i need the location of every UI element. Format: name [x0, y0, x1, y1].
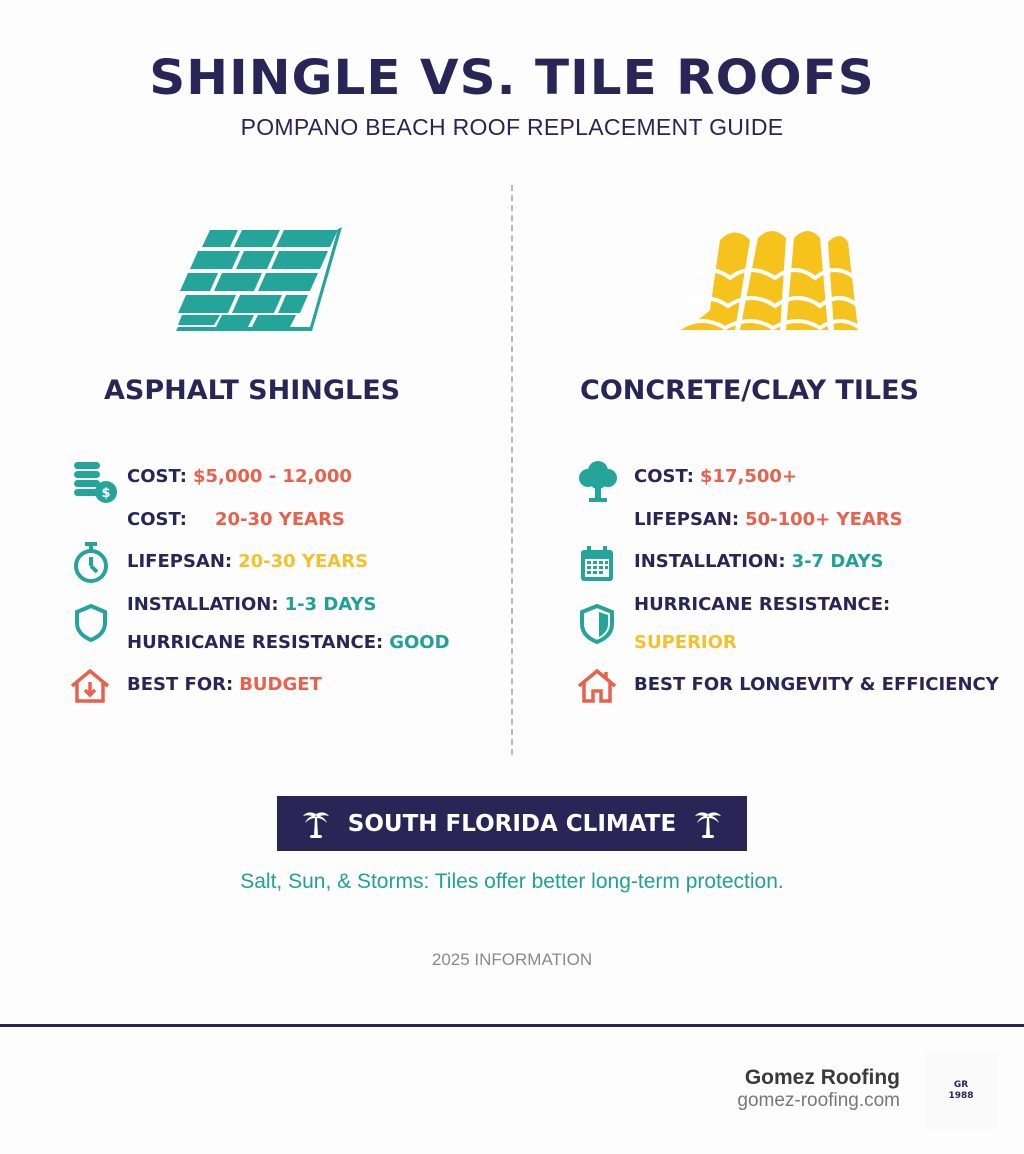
coins-dollar-icon: $ — [74, 462, 117, 503]
shield-half-icon — [580, 603, 614, 645]
row-label: INSTALLATION: — [634, 551, 786, 572]
svg-text:$: $ — [101, 486, 110, 501]
palm-tree-icon — [302, 811, 329, 838]
asphalt-shingles-heading: ASPHALT SHINGLES — [104, 375, 401, 406]
banner-text: SOUTH FLORIDA CLIMATE — [347, 810, 677, 837]
left-row-best-for: BEST FOR: BUDGET — [127, 674, 322, 695]
page-title: SHINGLE VS. TILE ROOFS — [149, 50, 875, 106]
right-row-hurricane: HURRICANE RESISTANCE: — [634, 594, 890, 615]
right-row-hurricane-value: SUPERIOR — [634, 632, 737, 653]
row-label: INSTALLATION: — [127, 594, 279, 615]
page-subtitle: POMPANO BEACH ROOF REPLACEMENT GUIDE — [240, 114, 784, 140]
left-row-lifespan: LIFEPSAN: 20-30 YEARS — [127, 551, 368, 572]
row-value: $17,500+ — [699, 466, 798, 487]
row-label: LIFEPSAN: — [127, 551, 233, 572]
clay-tile-roof-icon — [680, 231, 860, 331]
footer-divider — [0, 1024, 1024, 1027]
row-label: COST: — [127, 466, 187, 487]
row-value: GOOD — [389, 632, 450, 653]
row-value: 20-30 YEARS — [238, 551, 369, 572]
row-label: COST: — [634, 466, 694, 487]
palm-tree-icon — [695, 811, 722, 838]
right-row-best-for: BEST FOR LONGEVITY & EFFICIENCY — [634, 674, 999, 695]
right-row-lifespan: LIFEPSAN: 50-100+ YEARS — [634, 509, 903, 530]
logo-initials: GR — [953, 1080, 969, 1090]
row-label: HURRICANE RESISTANCE: — [634, 594, 891, 615]
row-label: COST: — [127, 509, 187, 530]
row-value: 20-30 YEARS — [214, 509, 345, 530]
brand-block: Gomez Roofing gomez-roofing.com — [737, 1066, 900, 1112]
left-row-hurricane: HURRICANE RESISTANCE: GOOD — [127, 632, 450, 653]
row-label: BEST FOR LONGEVITY & EFFICIENCY — [634, 674, 999, 695]
row-value: BUDGET — [239, 674, 322, 695]
row-value: 1-3 DAYS — [284, 594, 377, 615]
logo-year: 1988 — [948, 1091, 974, 1101]
climate-banner: SOUTH FLORIDA CLIMATE — [277, 796, 747, 851]
row-value: 3-7 DAYS — [791, 551, 884, 572]
shield-icon — [75, 603, 107, 643]
row-label: LIFEPSAN: — [634, 509, 740, 530]
asphalt-shingle-roof-icon — [176, 227, 342, 331]
house-down-arrow-icon — [70, 668, 110, 703]
row-value: 50-100+ YEARS — [745, 509, 903, 530]
house-icon — [577, 668, 617, 703]
right-row-cost: COST: $17,500+ — [634, 466, 797, 487]
calendar-icon — [581, 546, 613, 581]
concrete-clay-tiles-heading: CONCRETE/CLAY TILES — [580, 375, 919, 406]
left-row-installation: INSTALLATION: 1-3 DAYS — [127, 594, 377, 615]
right-row-installation: INSTALLATION: 3-7 DAYS — [634, 551, 884, 572]
climate-note: Salt, Sun, & Storms: Tiles offer better … — [240, 870, 784, 893]
left-row-cost-2: COST: 20-30 YEARS — [127, 509, 345, 530]
left-row-cost: COST: $5,000 - 12,000 — [127, 466, 352, 487]
brand-logo: GR 1988 — [925, 1052, 997, 1130]
brand-url: gomez-roofing.com — [737, 1090, 900, 1111]
stopwatch-icon — [74, 542, 108, 583]
tree-icon — [579, 461, 617, 502]
row-label: BEST FOR: — [127, 674, 234, 695]
column-divider — [511, 185, 513, 755]
row-label: HURRICANE RESISTANCE: — [127, 632, 384, 653]
brand-name: Gomez Roofing — [744, 1066, 900, 1089]
row-value: $5,000 - 12,000 — [192, 466, 352, 487]
year-note: 2025 INFORMATION — [431, 950, 593, 969]
